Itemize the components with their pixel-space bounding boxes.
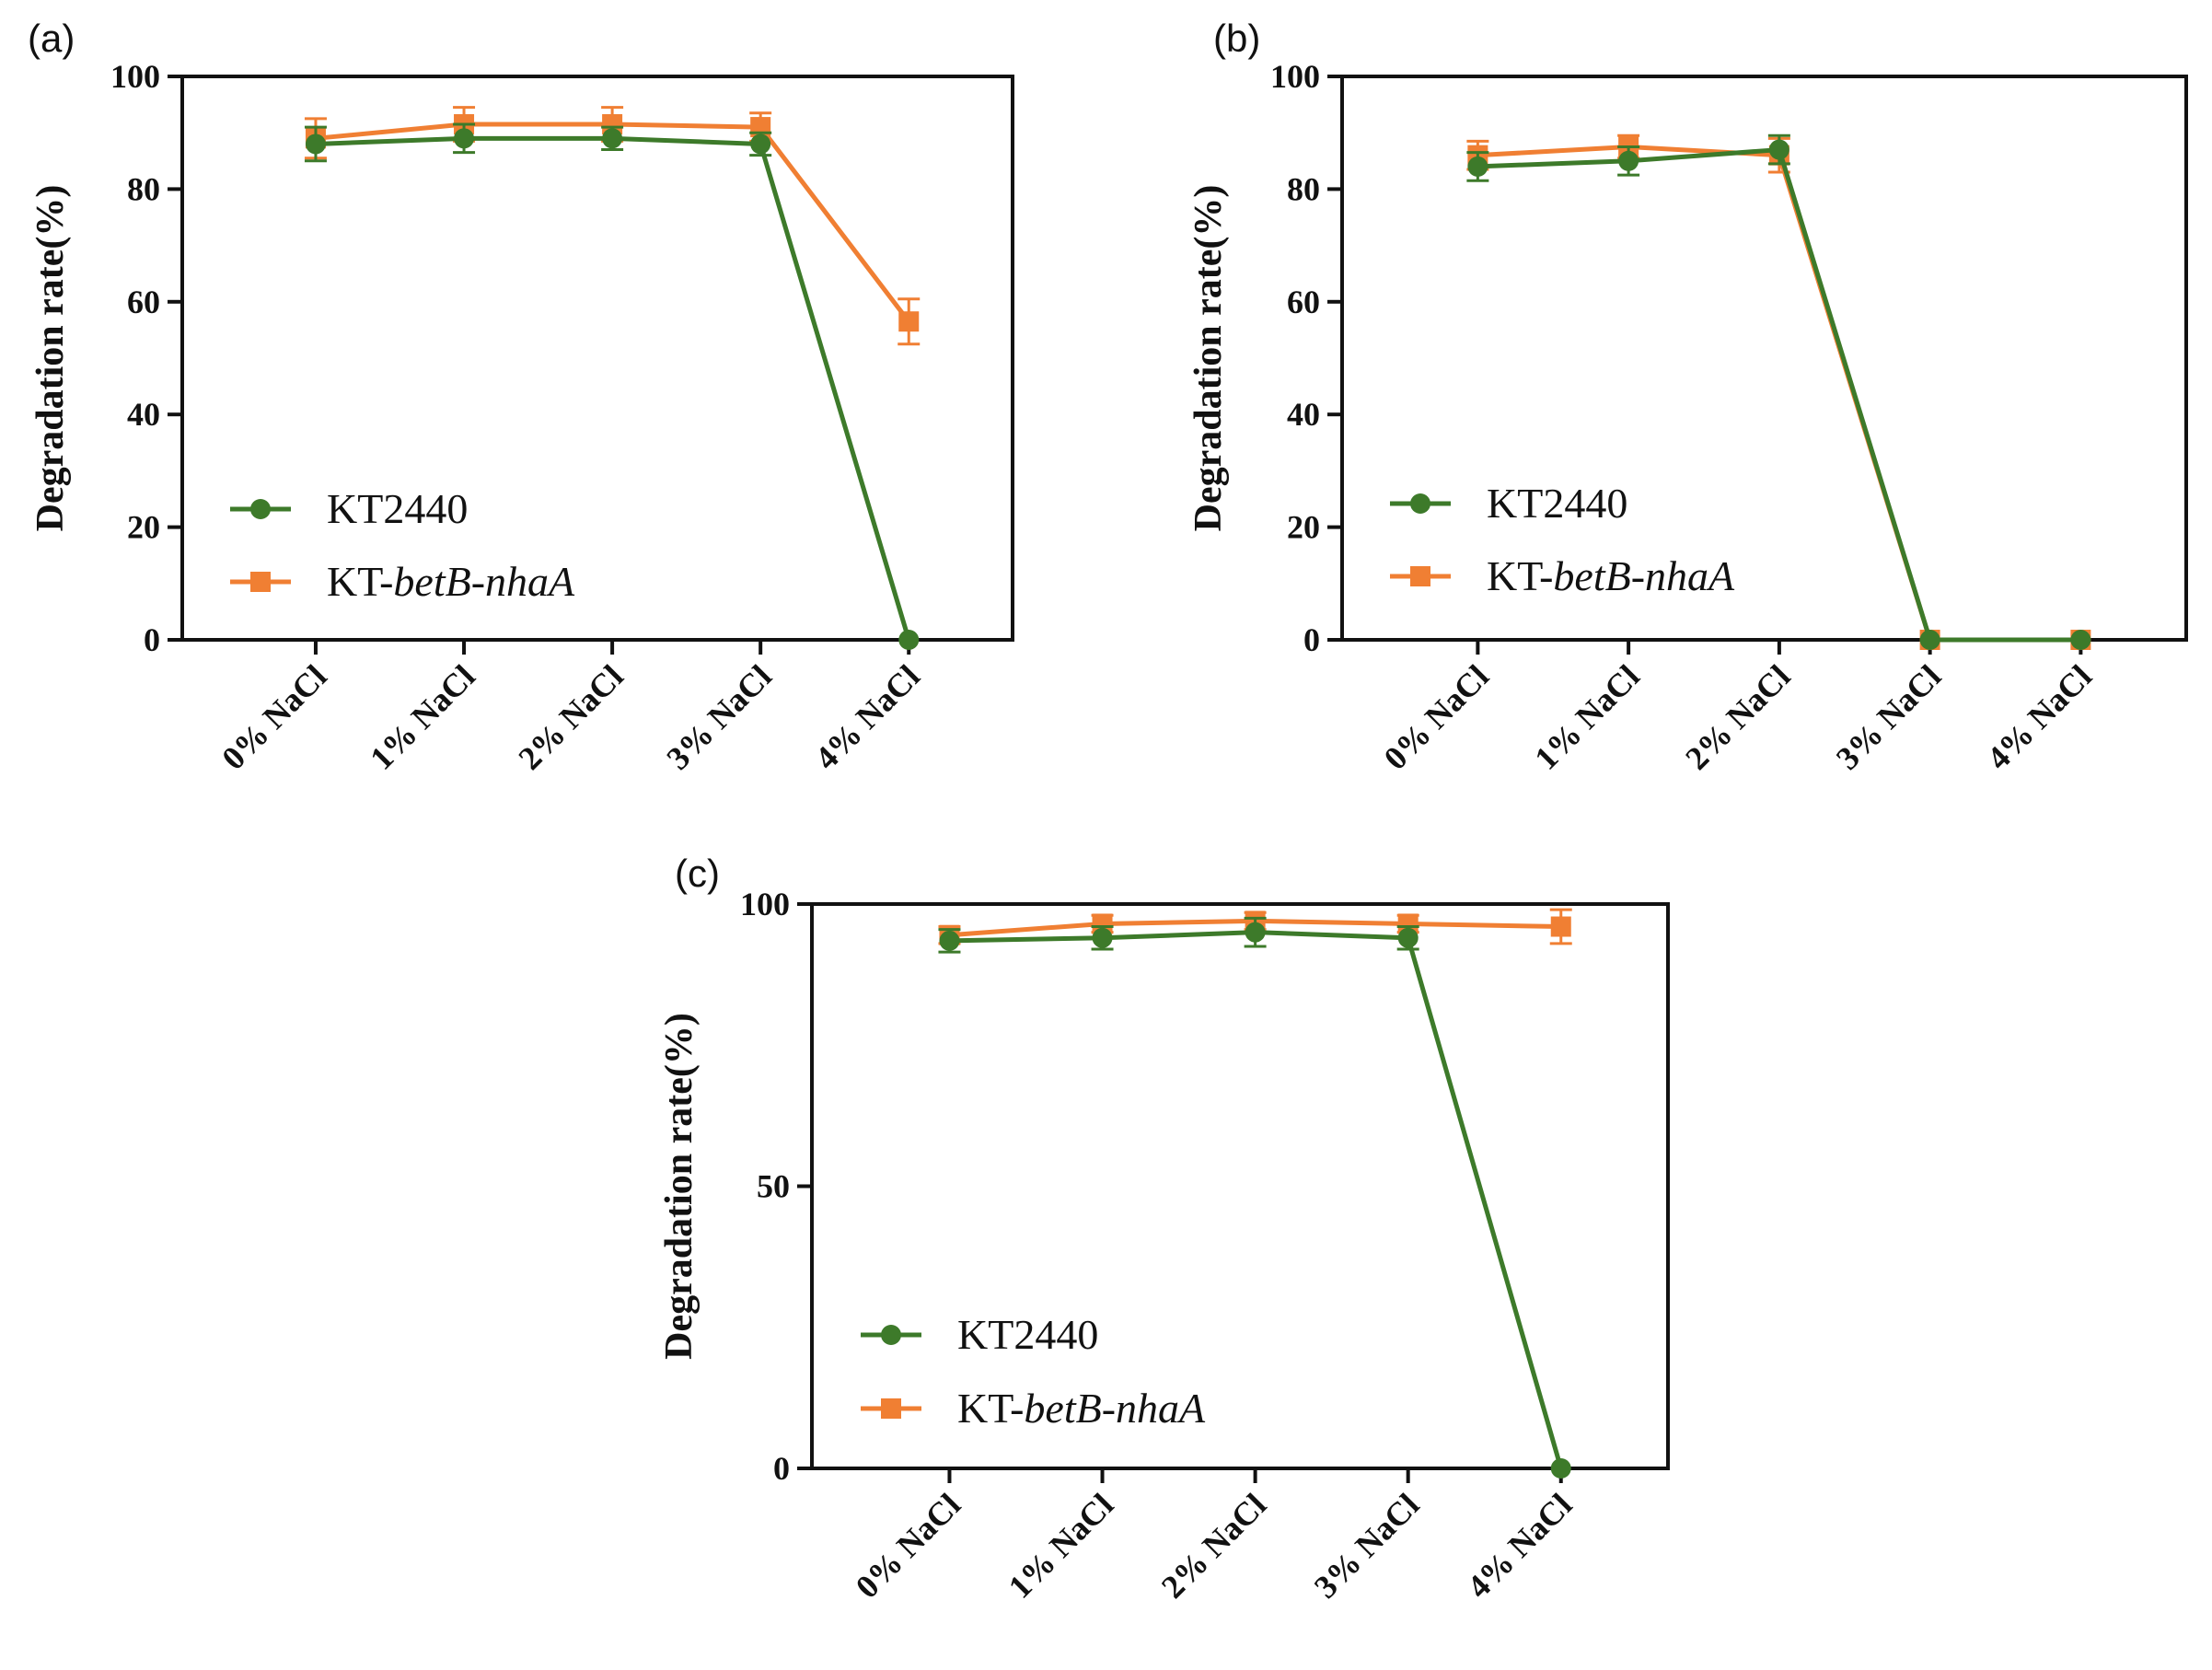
y-axis-title: Degradation rate(%) <box>658 1013 701 1360</box>
y-tick-label: 100 <box>740 886 790 922</box>
data-point-KT2440 <box>2070 630 2091 650</box>
x-tick-label: 2% NaCl <box>511 657 630 776</box>
legend-item-KT2440: KT2440 <box>861 1311 1098 1358</box>
data-point-KT2440 <box>602 128 623 149</box>
data-point-KT2440 <box>1467 156 1488 177</box>
y-tick-label: 80 <box>127 170 160 207</box>
x-tick-label: 0% NaCl <box>849 1486 967 1605</box>
x-tick-label: 4% NaCl <box>808 657 927 776</box>
y-tick-label: 100 <box>1270 58 1320 95</box>
legend-label: KT2440 <box>957 1311 1098 1358</box>
y-tick-label: 80 <box>1287 170 1320 207</box>
y-tick-label: 0 <box>773 1450 790 1487</box>
data-point-KT2440 <box>1768 139 1789 160</box>
legend-label-italic: betB-nhaA <box>393 558 575 605</box>
legend-marker <box>1410 566 1430 586</box>
y-axis-title: Degradation rate(%) <box>1187 185 1230 532</box>
x-tick-label: 2% NaCl <box>1154 1486 1273 1605</box>
x-tick-label: 1% NaCl <box>1002 1486 1120 1605</box>
legend-label-italic: betB-nhaA <box>1024 1385 1206 1432</box>
series-line-KT-betB-nhaA <box>315 122 911 323</box>
legend-label-plain: KT- <box>1487 552 1553 599</box>
data-point-KT2440 <box>939 930 960 951</box>
data-point-KT2440 <box>454 128 475 149</box>
legend-label-plain: KT2440 <box>327 485 468 532</box>
data-point-KT2440 <box>305 133 326 155</box>
legend-label-plain: KT- <box>327 558 393 605</box>
x-tick-label: 4% NaCl <box>1460 1486 1579 1605</box>
legend-label-plain: KT- <box>957 1385 1024 1432</box>
y-tick-label: 0 <box>144 621 160 658</box>
x-tick-label: 3% NaCl <box>659 657 778 776</box>
legend-item-KT-betB-nhaA: KT-betB-nhaA <box>861 1385 1206 1432</box>
y-tick-label: 40 <box>1287 396 1320 433</box>
y-tick-label: 60 <box>1287 284 1320 320</box>
x-tick-label: 1% NaCl <box>1527 657 1646 776</box>
y-axis-title: Degradation rate(%) <box>29 185 72 532</box>
data-point-KT2440 <box>1245 922 1266 943</box>
plot-frame <box>810 902 1670 1470</box>
legend-label: KT-betB-nhaA <box>957 1385 1206 1432</box>
legend-label-plain: KT2440 <box>1487 480 1627 527</box>
y-tick-label: 50 <box>757 1168 790 1205</box>
legend-label: KT-betB-nhaA <box>327 558 575 605</box>
legend-label-plain: KT2440 <box>957 1311 1098 1358</box>
y-tick-label: 20 <box>1287 509 1320 546</box>
legend-marker <box>1410 493 1430 514</box>
x-tick-label: 3% NaCl <box>1829 657 1948 776</box>
legend-label-italic: betB-nhaA <box>1553 552 1735 599</box>
x-tick-label: 0% NaCl <box>214 657 333 776</box>
legend-label: KT2440 <box>327 485 468 532</box>
y-tick-label: 20 <box>127 509 160 546</box>
data-point-KT-betB-nhaA <box>1092 913 1113 934</box>
plot-frame <box>1340 75 2188 642</box>
legend-item-KT-betB-nhaA: KT-betB-nhaA <box>230 558 575 605</box>
plot-frame <box>180 75 1014 642</box>
data-point-KT2440 <box>1397 927 1419 948</box>
legend-marker <box>250 499 271 519</box>
y-tick-label: 100 <box>110 58 160 95</box>
legend-marker <box>881 1325 901 1345</box>
data-point-KT2440 <box>1618 150 1639 171</box>
data-point-KT-betB-nhaA <box>1397 913 1419 934</box>
legend-marker <box>881 1398 901 1419</box>
panel-label: (b) <box>1213 17 1260 60</box>
legend-item-KT2440: KT2440 <box>1390 480 1627 527</box>
x-tick-label: 2% NaCl <box>1678 657 1797 776</box>
y-tick-label: 40 <box>127 396 160 433</box>
legend-marker <box>250 572 271 592</box>
data-point-KT-betB-nhaA <box>898 311 920 332</box>
legend-item-KT-betB-nhaA: KT-betB-nhaA <box>1390 552 1735 599</box>
data-point-KT-betB-nhaA <box>1550 916 1571 937</box>
chart-panel-a: (a) 0 20 40 60 80 100 Degradation rate(%) 0% NaC… <box>28 17 1014 777</box>
data-point-KT-betB-nhaA <box>602 114 623 135</box>
legend-label: KT-betB-nhaA <box>1487 552 1735 599</box>
data-point-KT2440 <box>898 630 920 650</box>
x-tick-label: 4% NaCl <box>1980 657 2099 776</box>
x-tick-label: 1% NaCl <box>363 657 481 776</box>
y-tick-label: 0 <box>1303 621 1320 658</box>
chart-panel-b: (b) 0 20 40 60 80 100 Degradation rate(%) 0% NaC… <box>1187 17 2188 777</box>
legend-label: KT2440 <box>1487 480 1627 527</box>
chart-panel-c: (c) 0 50 100 Degradation rate(%) 0% NaCl 1% Na… <box>658 852 1670 1606</box>
x-tick-label: 0% NaCl <box>1377 657 1496 776</box>
data-point-KT2440 <box>750 133 771 155</box>
data-point-KT2440 <box>1092 927 1113 948</box>
legend-item-KT2440: KT2440 <box>230 485 468 532</box>
y-tick-label: 60 <box>127 284 160 320</box>
panel-label: (c) <box>675 852 720 895</box>
data-point-KT2440 <box>1550 1458 1571 1479</box>
data-point-KT2440 <box>1919 630 1940 650</box>
x-tick-label: 3% NaCl <box>1307 1486 1426 1605</box>
panel-label: (a) <box>28 17 75 60</box>
